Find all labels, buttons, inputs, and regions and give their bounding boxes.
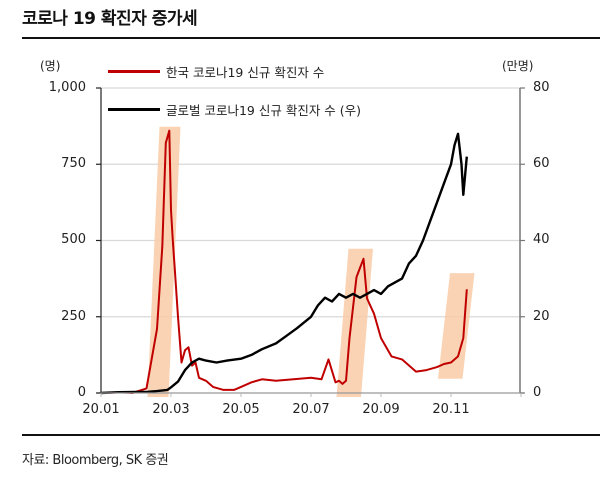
y-right-tick-60: 60 [533, 156, 550, 171]
x-tick-2011: 20.11 [432, 402, 470, 417]
x-tick-2005: 20.05 [222, 402, 260, 417]
y-right-tick-80: 80 [533, 80, 550, 95]
y-left-tick-0: 0 [77, 385, 86, 400]
y-left-tick-750: 750 [61, 156, 86, 171]
y-right-tick-20: 20 [533, 309, 550, 324]
y-left-tick-500: 500 [61, 232, 86, 247]
highlight-boxes [147, 126, 475, 397]
x-tick-2009: 20.09 [362, 402, 400, 417]
chart-title: 코로나 19 확진자 증가세 [22, 9, 198, 29]
y-right-tick-0: 0 [533, 385, 542, 400]
legend-label-global: 글로벌 코로나19 신규 확진자 수 (우) [166, 103, 362, 118]
legend-label-korea: 한국 코로나19 신규 확진자 수 [166, 65, 325, 80]
footer-divider [22, 434, 600, 436]
series-lines [100, 129, 468, 395]
source-note: 자료: Bloomberg, SK 증권 [22, 453, 169, 468]
legend-item-global: 글로벌 코로나19 신규 확진자 수 (우) [108, 100, 361, 119]
title-divider [22, 37, 600, 39]
legend-item-korea: 한국 코로나19 신규 확진자 수 [108, 62, 324, 81]
y-left-tick-250: 250 [61, 309, 86, 324]
left-axis-unit: (명) [40, 59, 61, 73]
legend-swatch-black [108, 108, 160, 111]
y-right-tick-40: 40 [533, 232, 550, 247]
right-axis-unit: (만명) [502, 59, 534, 73]
x-tick-2003: 20.03 [152, 402, 190, 417]
x-tick-2007: 20.07 [292, 402, 330, 417]
x-tick-2001: 20.01 [82, 402, 120, 417]
axes [96, 87, 525, 397]
legend-swatch-red [108, 70, 160, 73]
y-left-tick-1000: 1,000 [48, 80, 86, 95]
